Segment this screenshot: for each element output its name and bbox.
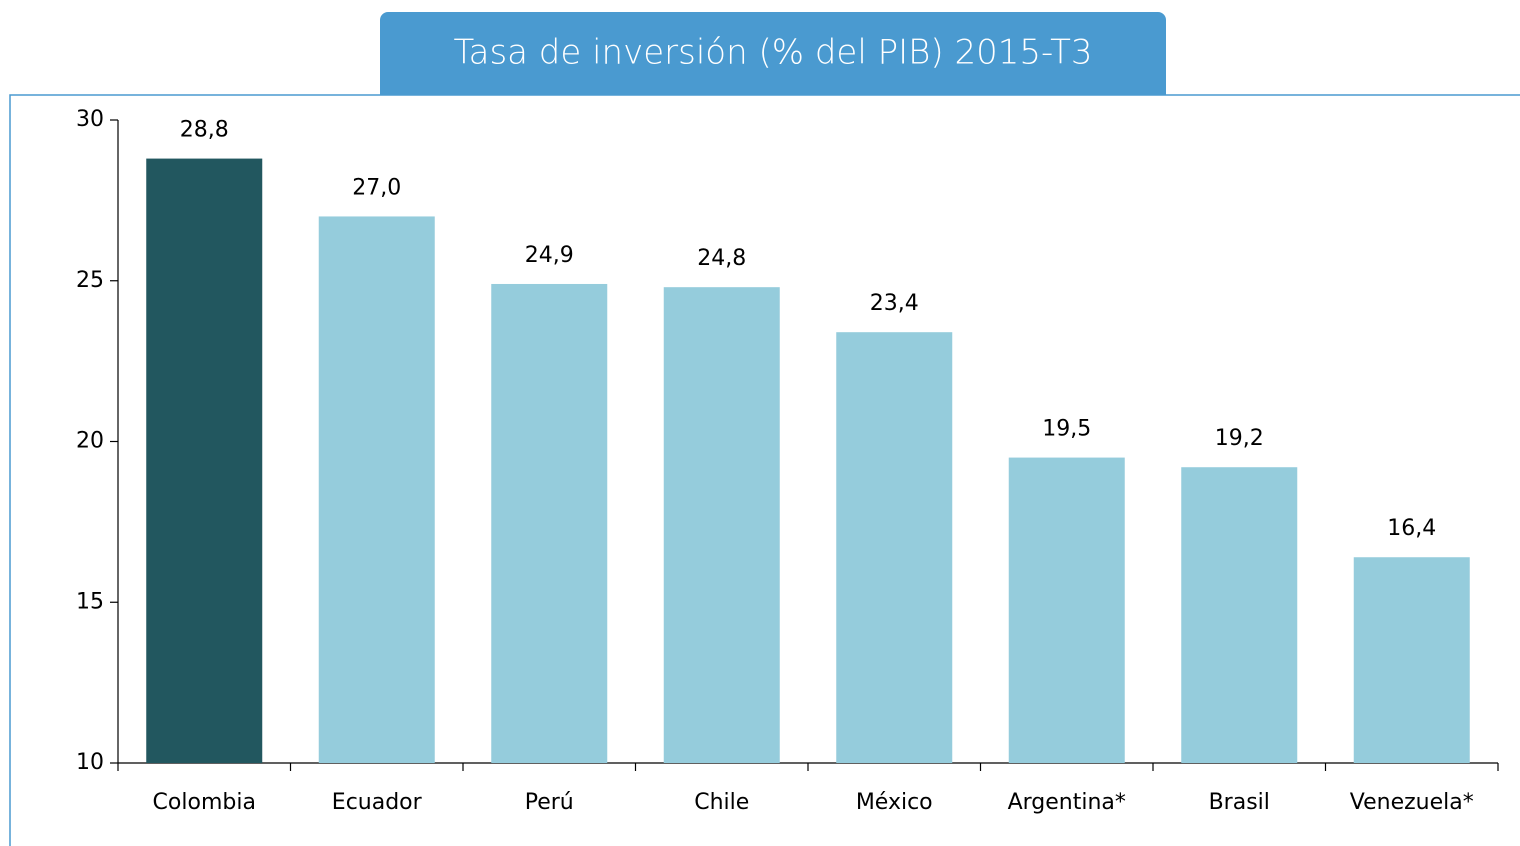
x-tick-label: Colombia	[153, 790, 256, 815]
y-tick-label: 25	[76, 268, 104, 293]
y-tick-label: 30	[76, 107, 104, 132]
chart-title: Tasa de inversión (% del PIB) 2015-T3	[453, 33, 1092, 73]
x-tick-label: Perú	[525, 790, 574, 815]
y-tick-label: 10	[76, 750, 104, 775]
data-label: 19,2	[1215, 426, 1264, 451]
data-label: 24,9	[525, 243, 574, 268]
bar	[146, 158, 263, 763]
x-tick-label: Chile	[694, 790, 749, 815]
x-tick-label: Argentina*	[1008, 790, 1126, 815]
bar	[1181, 467, 1298, 763]
x-tick-label: Venezuela*	[1350, 790, 1474, 815]
bar	[1008, 457, 1125, 763]
data-label: 24,8	[697, 246, 746, 271]
bar	[663, 287, 780, 763]
x-tick-label: México	[856, 790, 933, 815]
y-tick-label: 20	[76, 429, 104, 454]
bar	[836, 332, 953, 763]
bar	[1353, 557, 1470, 763]
bar	[318, 216, 435, 763]
bar	[491, 283, 608, 763]
x-tick-label: Ecuador	[332, 790, 423, 815]
data-label: 23,4	[870, 291, 919, 316]
title-box-base	[380, 60, 1166, 95]
data-label: 19,5	[1042, 417, 1091, 442]
data-label: 16,4	[1387, 516, 1436, 541]
x-tick-label: Brasil	[1209, 790, 1270, 815]
y-tick-label: 15	[76, 589, 104, 614]
data-label: 28,8	[180, 118, 229, 143]
data-label: 27,0	[352, 175, 401, 200]
